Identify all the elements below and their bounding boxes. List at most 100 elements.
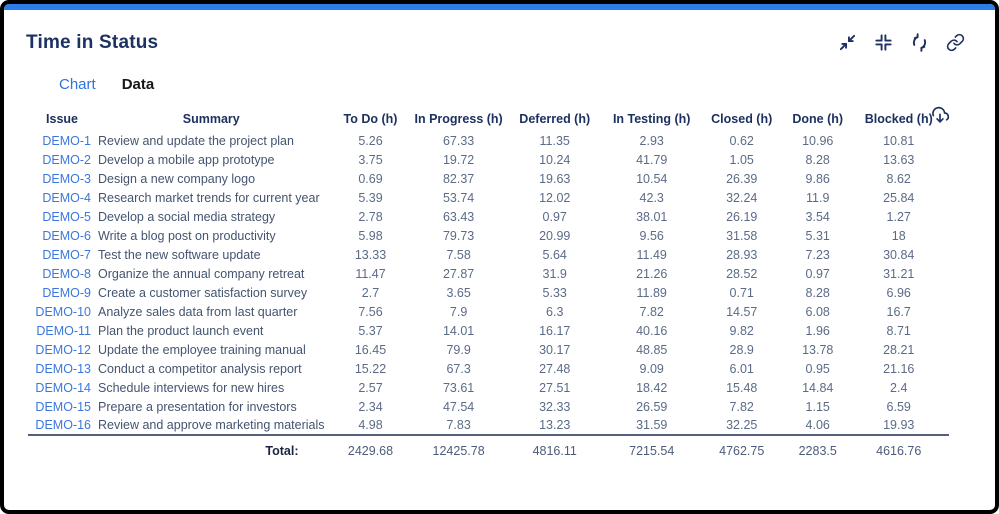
value-cell: 18 xyxy=(891,228,906,243)
issue-cell: DEMO-6 xyxy=(28,226,96,245)
value-cell: 27.48 xyxy=(539,361,571,376)
issue-link[interactable]: DEMO-8 xyxy=(42,266,91,281)
table-row: DEMO-7 Test the new software update 13.33 7… xyxy=(28,245,949,264)
value-cell: 67.33 xyxy=(442,133,475,148)
issue-link[interactable]: DEMO-4 xyxy=(42,190,91,205)
value-cell: 11.9 xyxy=(806,190,830,205)
value-cell: 31.21 xyxy=(883,266,915,281)
value-cell: 8.71 xyxy=(886,323,911,338)
value-cell: 79.9 xyxy=(446,342,471,357)
value-cell: 30.17 xyxy=(539,342,571,357)
value-cell: 40.16 xyxy=(636,323,668,338)
table-row: DEMO-10 Analyze sales data from last quar… xyxy=(28,302,949,321)
col-header-closed: Closed (h) xyxy=(711,112,773,126)
issue-link[interactable]: DEMO-16 xyxy=(35,418,91,432)
value-cell: 7.82 xyxy=(639,304,664,319)
issue-link[interactable]: DEMO-11 xyxy=(36,323,91,338)
issue-link[interactable]: DEMO-14 xyxy=(35,380,91,395)
table-row: DEMO-3 Design a new company logo 0.69 82.37… xyxy=(28,169,949,188)
collapse-button[interactable] xyxy=(837,34,857,54)
value-cell: 6.59 xyxy=(886,399,911,414)
value-cell: 20.99 xyxy=(539,228,571,243)
issue-link[interactable]: DEMO-10 xyxy=(35,304,91,319)
table-row: DEMO-4 Research market trends for current… xyxy=(28,188,949,207)
refresh-button[interactable] xyxy=(909,33,929,55)
summary-cell: Design a new company logo xyxy=(98,171,256,186)
value-cell: 14.57 xyxy=(726,304,758,319)
tab-data[interactable]: Data xyxy=(121,76,155,93)
value-cell: 25.84 xyxy=(883,190,915,205)
value-cell: 73.61 xyxy=(442,380,475,395)
value-cell: 11.49 xyxy=(636,247,667,262)
issue-link[interactable]: DEMO-1 xyxy=(42,133,91,148)
value-cell: 63.43 xyxy=(442,209,475,224)
value-cell: 42.3 xyxy=(639,190,664,205)
link-icon xyxy=(946,33,965,55)
value-cell: 31.59 xyxy=(636,418,668,432)
value-cell: 13.63 xyxy=(883,152,915,167)
value-cell: 26.39 xyxy=(726,171,758,186)
table-footer: Total: 2429.68 12425.78 4816.11 7215.54 … xyxy=(28,434,949,461)
compress-button[interactable] xyxy=(873,34,893,54)
value-cell: 7.23 xyxy=(805,247,830,262)
value-cell: 5.64 xyxy=(542,247,567,262)
issue-link[interactable]: DEMO-12 xyxy=(35,342,91,357)
table-row: DEMO-9 Create a customer satisfaction sur… xyxy=(28,283,949,302)
refresh-icon xyxy=(910,33,929,55)
value-cell: 9.82 xyxy=(729,323,754,338)
value-cell: 4.06 xyxy=(805,418,830,432)
table-row: DEMO-2 Develop a mobile app prototype 3.75… xyxy=(28,150,949,169)
issue-link[interactable]: DEMO-5 xyxy=(42,209,91,224)
value-cell: 8.28 xyxy=(805,152,830,167)
issue-link[interactable]: DEMO-7 xyxy=(42,247,91,262)
summary-cell: Develop a social media strategy xyxy=(98,209,276,224)
total-todo: 2429.68 xyxy=(326,434,415,461)
issue-cell: DEMO-16 xyxy=(28,416,96,435)
value-cell: 15.22 xyxy=(354,361,387,376)
value-cell: 2.4 xyxy=(890,380,908,395)
value-cell: 27.51 xyxy=(539,380,571,395)
value-cell: 5.33 xyxy=(542,285,567,300)
issue-link[interactable]: DEMO-9 xyxy=(42,285,91,300)
summary-cell: Research market trends for current year xyxy=(98,190,320,205)
value-cell: 1.96 xyxy=(805,323,830,338)
table-body: DEMO-1 Review and update the project plan… xyxy=(28,131,949,435)
value-cell: 19.93 xyxy=(883,418,915,432)
summary-cell: Review and update the project plan xyxy=(98,133,294,148)
table-header: Issue Summary To Do (h) In Progress (h) … xyxy=(28,105,949,131)
issue-link[interactable]: DEMO-6 xyxy=(42,228,91,243)
widget-header: Time in Status xyxy=(4,10,995,93)
issue-cell: DEMO-3 xyxy=(28,169,96,188)
total-done: 2283.5 xyxy=(786,434,849,461)
issue-link[interactable]: DEMO-13 xyxy=(35,361,91,376)
value-cell: 18.42 xyxy=(636,380,668,395)
value-cell: 31.58 xyxy=(726,228,758,243)
issue-link[interactable]: DEMO-2 xyxy=(42,152,91,167)
value-cell: 3.54 xyxy=(805,209,830,224)
summary-cell: Test the new software update xyxy=(98,247,261,262)
table-row: DEMO-15 Prepare a presentation for invest… xyxy=(28,397,949,416)
tab-chart[interactable]: Chart xyxy=(59,76,96,93)
table-row: DEMO-11 Plan the product launch event 5.37… xyxy=(28,321,949,340)
toolbar xyxy=(837,33,965,55)
export-button[interactable] xyxy=(929,106,951,128)
table-row: DEMO-6 Write a blog post on productivity 5… xyxy=(28,226,949,245)
value-cell: 9.09 xyxy=(639,361,664,376)
issue-cell: DEMO-13 xyxy=(28,359,96,378)
summary-cell: Develop a mobile app prototype xyxy=(98,152,275,167)
value-cell: 1.27 xyxy=(886,209,911,224)
col-header-todo: To Do (h) xyxy=(343,112,398,126)
value-cell: 9.86 xyxy=(805,171,830,186)
value-cell: 11.47 xyxy=(355,266,386,281)
widget-title: Time in Status xyxy=(26,32,159,53)
total-closed: 4762.75 xyxy=(696,434,787,461)
copy-link-button[interactable] xyxy=(945,33,965,55)
value-cell: 11.89 xyxy=(636,285,667,300)
value-cell: 38.01 xyxy=(636,209,668,224)
value-cell: 82.37 xyxy=(442,171,475,186)
issue-link[interactable]: DEMO-3 xyxy=(42,171,91,186)
value-cell: 7.82 xyxy=(729,399,754,414)
value-cell: 32.33 xyxy=(539,399,571,414)
issue-link[interactable]: DEMO-15 xyxy=(35,399,91,414)
value-cell: 30.84 xyxy=(883,247,915,262)
